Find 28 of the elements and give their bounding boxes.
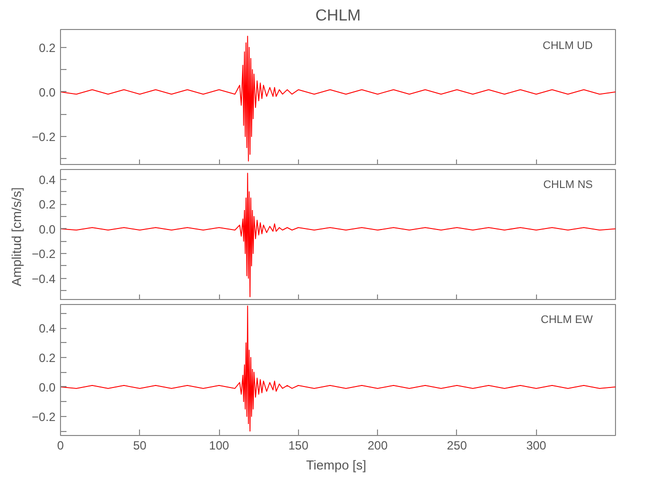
- y-tick-label: 0.4: [38, 322, 56, 336]
- y-tick-label: 0.2: [38, 40, 56, 55]
- line-series: [60, 172, 616, 298]
- y-tick-label: 0.0: [38, 85, 56, 100]
- chart-title: CHLM: [315, 8, 361, 24]
- annotation: CHLM EW: [540, 314, 594, 326]
- x-axis-title: Tiempo [s]: [306, 458, 366, 472]
- x-tick-label: 150: [288, 438, 309, 452]
- y-tick-label: −0.2: [32, 247, 56, 262]
- x-tick-label: 250: [446, 438, 468, 452]
- y-tick-label: 0.0: [38, 222, 56, 236]
- line-series: [60, 36, 616, 162]
- y-tick-label: −0.2: [32, 130, 56, 144]
- y-tick-label: 0.4: [38, 172, 56, 187]
- x-tick-label: 50: [133, 438, 147, 452]
- x-tick-label: 0: [57, 438, 64, 452]
- x-tick-label: 100: [209, 438, 230, 452]
- line-series: [60, 306, 616, 432]
- y-tick-label: −0.2: [32, 410, 56, 424]
- annotation: CHLM NS: [543, 179, 593, 192]
- x-tick-label: 200: [368, 438, 388, 452]
- y-tick-label: 0.2: [38, 350, 56, 365]
- annotation: CHLM UD: [542, 40, 593, 52]
- y-tick-label: 0.2: [38, 198, 56, 212]
- y-tick-label: −0.4: [32, 272, 56, 286]
- y-tick-label: 0.0: [38, 380, 56, 394]
- y-axis-title: Amplitud [cm/s/s]: [8, 187, 24, 286]
- x-tick-label: 300: [526, 438, 547, 452]
